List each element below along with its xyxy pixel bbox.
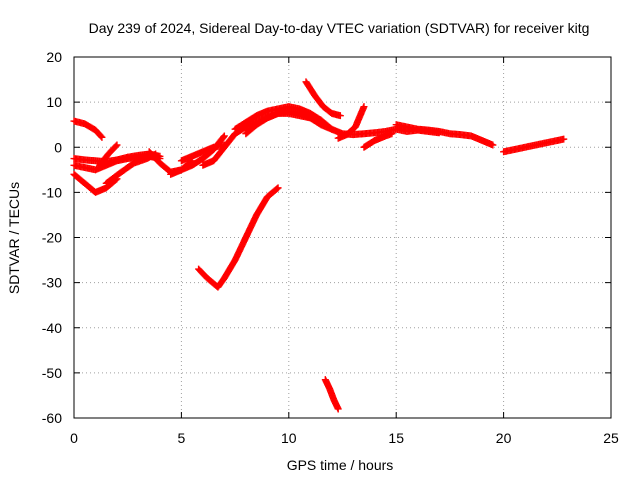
series-arc-s: [321, 376, 342, 413]
y-tick-label: -60: [42, 410, 62, 426]
series-arc-e: [96, 141, 121, 169]
series-arc-p: [360, 130, 396, 151]
y-tick-label: 20: [46, 49, 62, 65]
data-point: [112, 142, 120, 150]
data-point: [220, 132, 228, 140]
data-point: [328, 125, 336, 133]
data-point: [113, 141, 121, 149]
data-point: [360, 103, 368, 111]
x-tick-label: 15: [388, 430, 404, 446]
data-point: [98, 133, 106, 141]
data-point: [334, 405, 342, 413]
x-tick-label: 25: [603, 430, 619, 446]
x-tick-label: 20: [496, 430, 512, 446]
series-arc-a: [70, 117, 106, 141]
series-arc-m: [195, 184, 282, 291]
y-axis-label: SDTVAR / TECUs: [6, 182, 22, 294]
x-tick-label: 5: [178, 430, 186, 446]
series-arc-q: [392, 121, 497, 149]
data-point: [336, 112, 344, 120]
tick-labels: 0 5 10 15 20 25 -60 -50 -40 -30 -20 -10 0 10 20: [42, 49, 619, 446]
series-arc-n: [302, 78, 344, 120]
data-point: [220, 133, 228, 141]
x-tick-label: 0: [70, 430, 78, 446]
data-point: [274, 184, 282, 192]
y-tick-label: -30: [42, 275, 62, 291]
data-point: [156, 152, 164, 160]
data-point: [306, 114, 314, 122]
grid-lines: [74, 57, 611, 418]
chart-title: Day 239 of 2024, Sidereal Day-to-day VTE…: [89, 20, 590, 36]
y-tick-label: 10: [46, 94, 62, 110]
y-tick-label: -10: [42, 184, 62, 200]
data-point: [327, 124, 335, 132]
data-point: [97, 132, 105, 140]
data-series: [70, 78, 568, 413]
series-arc-l: [242, 107, 314, 138]
data-point: [273, 185, 281, 193]
y-tick-label: -40: [42, 320, 62, 336]
x-tick-label: 10: [281, 430, 297, 446]
series-arc-o: [334, 103, 368, 142]
data-point: [489, 141, 497, 149]
series-arc-i: [177, 141, 228, 165]
data-point: [388, 130, 396, 138]
data-point: [560, 135, 568, 143]
x-axis-label: GPS time / hours: [287, 457, 394, 473]
axis-ticks: [73, 56, 612, 419]
y-tick-label: -50: [42, 365, 62, 381]
y-tick-label: -20: [42, 230, 62, 246]
y-tick-label: 0: [54, 139, 62, 155]
series-arc-r: [500, 135, 568, 156]
